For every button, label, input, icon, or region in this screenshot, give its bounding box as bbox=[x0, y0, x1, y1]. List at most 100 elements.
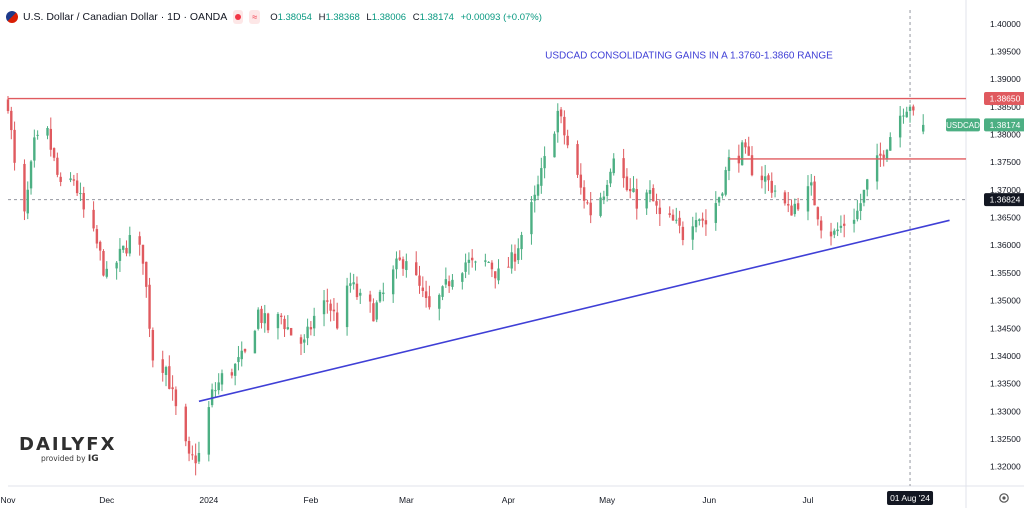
close-value: 1.38174 bbox=[419, 11, 454, 23]
candle-body bbox=[721, 193, 724, 196]
y-tick-label: 1.40000 bbox=[990, 19, 1021, 29]
candle-body bbox=[355, 283, 359, 298]
candle-body bbox=[698, 219, 701, 221]
candle-body bbox=[467, 259, 471, 263]
symbol-tag: USDCAD bbox=[946, 121, 980, 130]
candle-body bbox=[237, 357, 240, 363]
candle-body bbox=[898, 115, 902, 138]
y-tick-label: 1.37000 bbox=[990, 185, 1021, 195]
candle-body bbox=[859, 203, 862, 211]
candle-body bbox=[902, 115, 905, 117]
x-tick-label: 2024 bbox=[199, 495, 218, 505]
candle-body bbox=[299, 337, 303, 344]
candle-body bbox=[148, 284, 151, 329]
candle-body bbox=[599, 197, 602, 216]
candle-body bbox=[451, 279, 454, 287]
candle-body bbox=[487, 261, 490, 263]
candle-body bbox=[395, 258, 398, 270]
candle-body bbox=[605, 184, 609, 196]
candle-body bbox=[29, 161, 33, 189]
candle-body bbox=[33, 137, 36, 161]
candle-body bbox=[658, 207, 662, 215]
candle-body bbox=[882, 154, 885, 158]
candle-body bbox=[125, 247, 128, 254]
gear-icon[interactable] bbox=[998, 492, 1010, 504]
candle-body bbox=[6, 99, 10, 112]
candle-body bbox=[332, 309, 336, 312]
crosshair-price-label: 1.36824 bbox=[990, 195, 1021, 205]
candle-body bbox=[217, 382, 220, 391]
candle-body bbox=[655, 201, 658, 206]
y-tick-label: 1.33000 bbox=[990, 406, 1021, 416]
candle-body bbox=[556, 110, 559, 133]
candle-body bbox=[464, 262, 467, 272]
candle-body bbox=[625, 176, 629, 191]
candle-body bbox=[724, 170, 727, 195]
candle-body bbox=[740, 142, 744, 166]
candle-body bbox=[214, 390, 217, 392]
candle-body bbox=[184, 406, 187, 442]
candle-body bbox=[375, 302, 378, 320]
x-tick-label: Jun bbox=[702, 495, 716, 505]
candle-body bbox=[806, 186, 810, 212]
candle-body bbox=[770, 180, 773, 193]
candle-body bbox=[75, 180, 79, 194]
y-tick-label: 1.33500 bbox=[990, 379, 1021, 389]
candle-body bbox=[243, 348, 247, 352]
resistance-price-label: 1.38650 bbox=[990, 94, 1021, 104]
chart-annotation: USDCAD CONSOLIDATING GAINS IN A 1.3760-1… bbox=[545, 50, 833, 61]
candle-body bbox=[118, 248, 122, 261]
dailyfx-logo: DAILYFX provided by IG bbox=[19, 434, 117, 464]
open-value: 1.38054 bbox=[277, 11, 312, 23]
x-tick-label: Feb bbox=[304, 495, 319, 505]
candle-body bbox=[372, 303, 375, 322]
candle-body bbox=[207, 407, 211, 455]
candle-body bbox=[368, 294, 372, 302]
candle-body bbox=[141, 244, 145, 264]
y-tick-label: 1.32500 bbox=[990, 434, 1021, 444]
crosshair-price-label-box bbox=[984, 193, 1024, 207]
candle-body bbox=[326, 300, 329, 302]
symbol-title[interactable]: U.S. Dollar / Canadian Dollar · 1D · OAN… bbox=[23, 11, 228, 23]
candle-body bbox=[391, 269, 395, 295]
y-tick-label: 1.39500 bbox=[990, 47, 1021, 57]
y-tick-label: 1.38000 bbox=[990, 130, 1021, 140]
low-value: 1.38006 bbox=[371, 11, 407, 23]
candle-body bbox=[533, 194, 536, 201]
candle-body bbox=[289, 327, 293, 336]
candle-body bbox=[309, 327, 313, 330]
candle-body bbox=[543, 156, 546, 169]
candle-body bbox=[773, 190, 777, 192]
market-status-icon[interactable] bbox=[233, 10, 244, 24]
candle-body bbox=[678, 217, 681, 226]
candle-body bbox=[829, 231, 833, 237]
candle-body bbox=[717, 197, 721, 203]
candle-body bbox=[26, 189, 29, 214]
candle-body bbox=[612, 158, 615, 174]
candle-body bbox=[13, 129, 16, 163]
candle-body bbox=[813, 181, 816, 206]
y-tick-label: 1.38500 bbox=[990, 102, 1021, 112]
candle-body bbox=[256, 309, 260, 329]
candle-body bbox=[59, 176, 62, 182]
candle-body bbox=[260, 308, 263, 323]
candle-body bbox=[263, 313, 266, 324]
candle-body bbox=[145, 261, 148, 287]
candle-body bbox=[671, 214, 675, 221]
candle-body bbox=[474, 261, 477, 263]
compare-badge[interactable]: ≈ bbox=[249, 10, 261, 24]
usd-cad-flag-icon bbox=[6, 11, 18, 23]
chart-header: U.S. Dollar / Canadian Dollar · 1D · OAN… bbox=[6, 9, 546, 25]
candle-body bbox=[691, 226, 694, 240]
candle-body bbox=[401, 259, 405, 269]
candle-body bbox=[905, 111, 908, 118]
candle-body bbox=[879, 153, 882, 156]
candle-body bbox=[540, 168, 543, 186]
candle-body bbox=[322, 300, 326, 315]
high-value: 1.38368 bbox=[325, 11, 360, 23]
candle-body bbox=[589, 202, 592, 216]
candle-body bbox=[194, 455, 197, 464]
y-tick-label: 1.32000 bbox=[990, 462, 1021, 472]
